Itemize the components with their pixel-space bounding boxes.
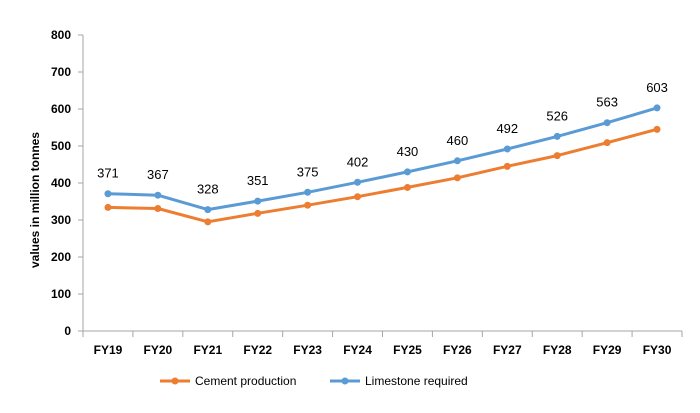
x-tick-label: FY30 [643,343,672,357]
data-label: 492 [496,121,518,136]
legend-label: Cement production [195,374,296,388]
data-label: 460 [447,133,469,148]
data-point [553,132,561,140]
data-point [254,197,262,205]
x-tick-label: FY29 [593,343,622,357]
data-point [653,125,661,133]
series-line-1 [107,106,658,212]
x-tick-label: FY25 [393,343,422,357]
data-label: 430 [397,144,419,159]
x-tick-label: FY27 [493,343,522,357]
y-axis-label: values in million tonnes [28,132,42,268]
y-axis: 0 100 200 300 400 500 600 700 800 [51,28,84,338]
series-line-0 [107,127,658,224]
data-point [304,201,312,209]
legend-swatch-marker [341,377,349,385]
y-tick-label: 800 [51,28,71,42]
data-label: 563 [596,95,618,110]
series-area [104,104,661,226]
data-label: 603 [646,80,668,95]
data-label: 371 [97,166,119,181]
data-point [354,178,362,186]
data-point [254,209,262,217]
legend-label: Limestone required [365,374,468,388]
data-point [104,190,112,198]
data-point [354,193,362,201]
data-point [553,152,561,160]
y-tick-label: 500 [51,139,71,153]
x-tick-label: FY22 [243,343,272,357]
x-tick-label: FY24 [343,343,372,357]
y-tick-label: 200 [51,250,71,264]
data-label: 328 [197,182,219,197]
data-point [154,191,162,199]
y-tick-label: 600 [51,102,71,116]
data-point [403,168,411,176]
x-tick-label: FY21 [193,343,222,357]
y-tick-label: 700 [51,65,71,79]
x-axis: FY19 FY20 FY21 FY22 FY23 FY24 FY25 FY26 FY27 FY28… [82,330,683,357]
data-point [304,188,312,196]
data-point [204,218,212,226]
x-tick-label: FY26 [443,343,472,357]
data-point [653,104,661,112]
legend: Cement production Limestone required [160,374,468,388]
data-point [503,145,511,153]
x-tick-label: FY28 [543,343,572,357]
legend-swatch-marker [171,377,179,385]
data-point [204,206,212,214]
data-point [453,157,461,165]
y-tick-label: 300 [51,213,71,227]
data-label: 526 [546,108,568,123]
data-labels: 371 367 328 351 375 402 430 460 492 526 563 603 [97,80,668,197]
x-tick-label: FY20 [144,343,173,357]
x-tick-label: FY23 [293,343,322,357]
data-point [453,174,461,182]
data-label: 375 [297,164,319,179]
data-label: 402 [347,154,369,169]
data-label: 367 [147,167,169,182]
data-point [603,139,611,147]
data-point [154,205,162,213]
data-point [603,119,611,127]
data-point [403,183,411,191]
y-tick-label: 100 [51,287,71,301]
x-tick-label: FY19 [94,343,123,357]
data-point [104,203,112,211]
data-point [503,162,511,170]
data-label: 351 [247,173,269,188]
y-tick-label: 400 [51,176,71,190]
y-tick-label: 0 [64,324,71,338]
